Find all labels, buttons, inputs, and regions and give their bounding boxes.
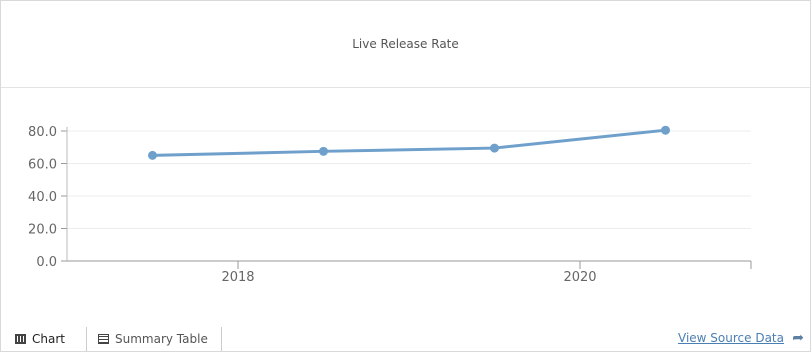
view-source-data-link[interactable]: View Source Data — [678, 331, 784, 345]
table-icon — [98, 334, 109, 344]
x-tick-label-0: 2018 — [221, 270, 254, 285]
tab-chart-label: Chart — [32, 332, 65, 346]
data-point-0-1 — [319, 146, 328, 156]
grid-layer — [67, 130, 751, 229]
data-point-0-3 — [661, 125, 670, 135]
label-layer: 0.0 20.0 40.0 60.0 80.0 2018 2020 — [28, 125, 597, 285]
chart-header: Live Release Rate — [1, 1, 810, 88]
chart-icon — [15, 334, 26, 344]
tab-summary-table-label: Summary Table — [115, 332, 208, 346]
line-chart: 0.0 20.0 40.0 60.0 80.0 2018 2020 — [28, 125, 752, 285]
chart-title: Live Release Rate — [352, 37, 459, 51]
footer-bar: Chart Summary Table View Source Data ➦ — [1, 327, 810, 351]
x-tick-label-1: 2020 — [563, 270, 596, 285]
tab-summary-table[interactable]: Summary Table — [88, 327, 222, 351]
y-tick-label-3: 60.0 — [28, 158, 57, 173]
y-tick-label-0: 0.0 — [36, 255, 57, 270]
y-tick-label-1: 20.0 — [28, 223, 57, 238]
tab-chart[interactable]: Chart — [1, 327, 87, 351]
data-point-0-2 — [490, 143, 499, 153]
y-tick-label-4: 80.0 — [28, 125, 57, 140]
share-arrow-icon[interactable]: ➦ — [792, 330, 804, 346]
data-point-0-0 — [148, 150, 157, 160]
axis-layer — [61, 127, 752, 269]
series-line-0 — [152, 128, 666, 157]
y-tick-label-2: 40.0 — [28, 190, 57, 205]
series-layer — [148, 125, 670, 160]
